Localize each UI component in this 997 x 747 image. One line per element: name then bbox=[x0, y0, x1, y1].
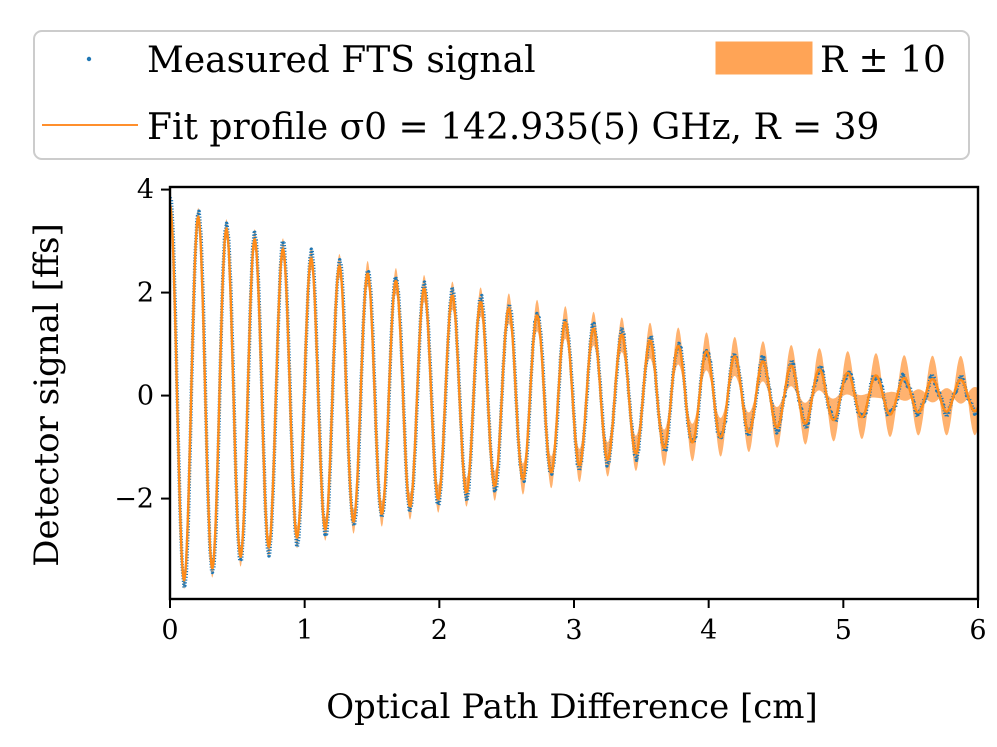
x-tick-label: 3 bbox=[565, 615, 582, 646]
legend-fit-label: Fit profile σ0 = 142.935(5) GHz, R = 39 bbox=[147, 107, 879, 148]
y-axis-label: Detector signal [ffs] bbox=[27, 223, 67, 566]
legend-measured-marker bbox=[87, 57, 91, 61]
x-tick-label: 6 bbox=[969, 615, 986, 646]
plot-area bbox=[170, 187, 978, 599]
y-tick-label: 4 bbox=[137, 175, 154, 206]
fts-chart: Measured FTS signal R ± 10 Fit profile σ… bbox=[0, 0, 997, 747]
x-axis-label: Optical Path Difference [cm] bbox=[326, 687, 818, 727]
x-axis: 0 1 2 3 4 5 6 bbox=[161, 599, 986, 646]
x-tick-label: 2 bbox=[431, 615, 448, 646]
y-tick-label: 2 bbox=[137, 278, 154, 309]
x-tick-label: 5 bbox=[835, 615, 852, 646]
y-axis: 4 2 0 −2 bbox=[114, 175, 170, 515]
plot-frame bbox=[170, 187, 978, 599]
y-tick-label: 0 bbox=[137, 381, 154, 412]
legend-band-label: R ± 10 bbox=[820, 40, 946, 81]
measured-signal bbox=[170, 198, 978, 588]
legend-measured-label: Measured FTS signal bbox=[147, 40, 536, 81]
x-tick-label: 1 bbox=[296, 615, 313, 646]
fit-profile-line bbox=[170, 205, 978, 580]
band-area bbox=[170, 196, 978, 589]
y-tick-label: −2 bbox=[114, 484, 154, 515]
x-tick-label: 0 bbox=[161, 615, 178, 646]
legend-band-swatch bbox=[716, 42, 812, 74]
x-tick-label: 4 bbox=[700, 615, 717, 646]
legend: Measured FTS signal R ± 10 Fit profile σ… bbox=[34, 31, 969, 159]
